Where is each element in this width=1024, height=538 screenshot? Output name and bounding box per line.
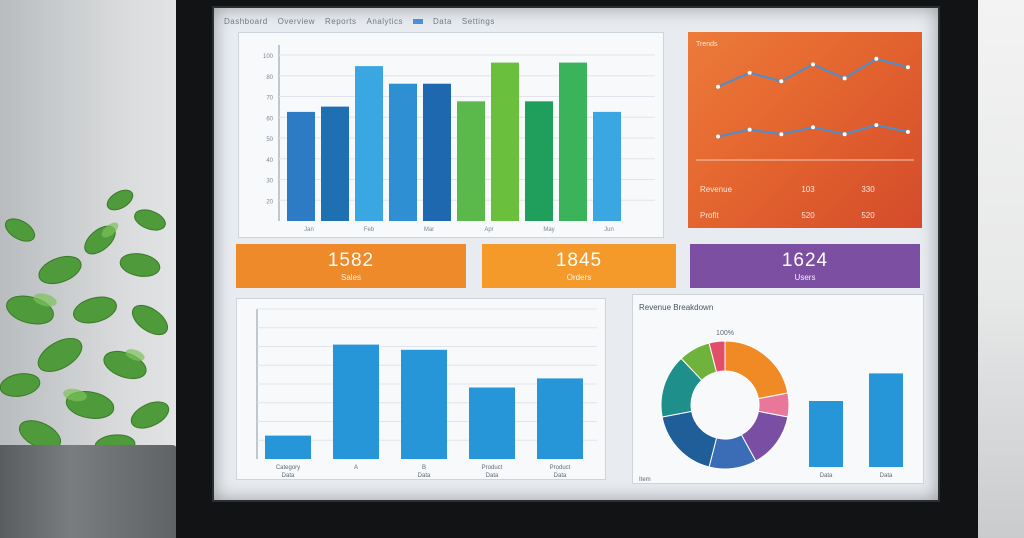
nav-item[interactable]: Data [433,16,452,26]
x-tick-label: Mar [424,227,434,233]
line-point [747,127,752,132]
line-point [811,62,815,67]
line-point [906,129,910,134]
y-tick-label: 100 [263,54,274,60]
bar [469,387,515,459]
x-tick-label: May [543,227,554,233]
bar [389,83,417,221]
stat-caption: Sales [340,273,361,282]
x-tick-label: Apr [484,227,493,233]
x-tick-label: B [422,465,426,471]
line-stat-value: 103 [801,185,815,194]
bottom-bar-chart-panel: Category Data A B Data Product Data Product Data [236,298,606,480]
x-tick-sublabel: Data [554,473,567,479]
bar [321,106,349,221]
nav-item[interactable]: Settings [461,16,495,26]
x-tick-label: Jun [604,227,614,233]
y-tick-label: 50 [266,137,273,143]
stat-value: 1582 [327,250,375,271]
bar [525,101,553,221]
line-point [874,56,879,61]
bar [869,373,903,467]
x-tick-label: Data [820,473,833,479]
y-tick-label: 30 [266,179,273,185]
x-tick-sublabel: Data [282,473,295,479]
bar [537,378,583,459]
x-tick-sublabel: Data [486,473,499,479]
top-bar-chart: 100 80 70 60 50 40 30 20 Jan Feb Mar Apr May Jun [263,45,655,233]
x-tick-label: Category [276,465,300,471]
top-bar-chart-panel: 100 80 70 60 50 40 30 20 Jan Feb Mar Apr May Jun [238,32,664,238]
bar [491,62,519,221]
line-chart: Trends Revenue 103 330 Profit 520 520 [696,41,914,220]
x-tick-label: Data [880,473,893,479]
y-tick-label: 80 [266,75,273,81]
nav-item[interactable]: Dashboard [224,16,268,26]
line-point [779,132,784,137]
stat-value: 1624 [781,250,829,271]
donut-chart: 100% Data Data Item [639,330,903,483]
x-tick-label: Feb [364,227,375,233]
y-tick-label: 60 [266,116,273,122]
stat-tile-users[interactable]: 1624 Users [690,244,920,288]
bar [559,62,587,221]
x-tick-label: Product [482,465,503,471]
x-tick-label: Jan [304,227,314,233]
donut-segment [661,410,718,468]
header-nav: Dashboard Overview Reports Analytics Dat… [224,14,495,28]
bar [423,83,451,221]
donut-chart-panel: Revenue Breakdown 100% Data Data Item [632,294,924,484]
line-point [716,134,720,139]
line-stat-value: 520 [861,211,875,220]
bar [355,66,383,221]
line-point [747,70,752,75]
bar [593,111,621,221]
line-point [716,84,720,89]
line-chart-panel: Trends Revenue 103 330 Profit 520 520 [688,32,922,228]
line-point [811,125,815,130]
active-indicator [413,18,424,24]
stat-caption: Users [794,273,816,282]
donut-footer: Item [639,477,651,483]
donut-segment [724,340,789,400]
bar [401,349,447,459]
stat-tile-orders[interactable]: 1845 Orders [482,244,676,288]
line-point [779,79,784,84]
bottom-bar-chart: Category Data A B Data Product Data Product Data [256,308,597,479]
line-panel-title: Trends [696,41,718,48]
plant-pot [0,445,178,538]
line-point [906,65,910,70]
potted-plant [0,189,170,456]
x-tick-label: Product [550,465,571,471]
stat-value: 1845 [555,250,603,271]
stat-caption: Orders [566,273,592,282]
bar [265,435,311,459]
dashboard-screen: Dashboard Overview Reports Analytics Dat… [212,6,940,502]
y-tick-label: 20 [266,199,273,205]
x-tick-sublabel: Data [418,473,431,479]
bar [287,111,315,221]
bar [457,101,485,221]
line-point [842,76,847,81]
y-tick-label: 40 [266,158,273,164]
line-stat-label: Profit [700,211,719,220]
line-point [874,123,879,127]
nav-item[interactable]: Reports [324,16,357,26]
stat-tile-sales[interactable]: 1582 Sales [236,244,466,288]
donut-panel-title: Revenue Breakdown [639,303,714,312]
x-tick-label: A [354,465,358,471]
line-stat-value: 520 [801,211,815,220]
y-tick-label: 70 [266,96,273,102]
bar [333,344,379,459]
background-right [972,0,1024,538]
donut-center-label: 100% [716,330,734,337]
nav-item[interactable]: Analytics [366,16,404,26]
line-stat-value: 330 [861,185,875,194]
line-point [842,132,847,137]
donut-segment [708,340,726,373]
line-stat-label: Revenue [700,185,733,194]
bar [809,401,843,467]
nav-item[interactable]: Overview [277,16,315,26]
